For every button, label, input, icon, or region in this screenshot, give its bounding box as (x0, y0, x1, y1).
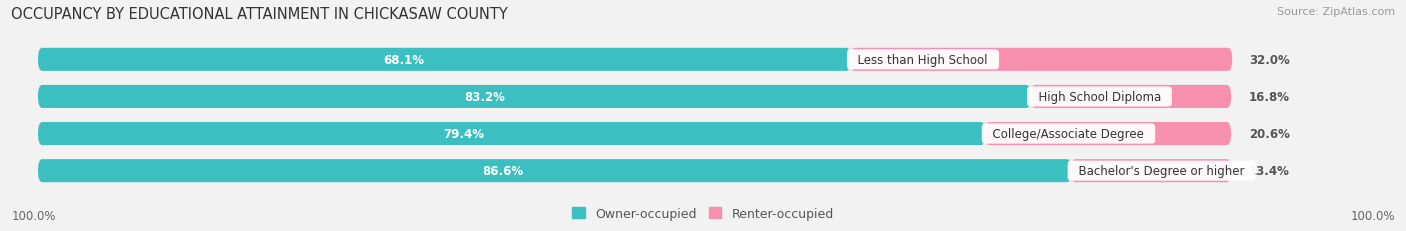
FancyBboxPatch shape (38, 122, 986, 146)
FancyBboxPatch shape (1071, 159, 1232, 182)
FancyBboxPatch shape (38, 49, 851, 72)
Text: 79.4%: 79.4% (444, 128, 485, 140)
Text: 16.8%: 16.8% (1249, 91, 1289, 103)
Text: 86.6%: 86.6% (482, 164, 523, 177)
FancyBboxPatch shape (851, 49, 1232, 72)
FancyBboxPatch shape (38, 85, 1232, 109)
Text: 20.6%: 20.6% (1249, 128, 1289, 140)
Text: OCCUPANCY BY EDUCATIONAL ATTAINMENT IN CHICKASAW COUNTY: OCCUPANCY BY EDUCATIONAL ATTAINMENT IN C… (11, 7, 508, 22)
Text: College/Associate Degree: College/Associate Degree (986, 128, 1152, 140)
Text: High School Diploma: High School Diploma (1031, 91, 1168, 103)
Text: 32.0%: 32.0% (1249, 54, 1289, 67)
FancyBboxPatch shape (986, 122, 1232, 146)
Text: 68.1%: 68.1% (382, 54, 425, 67)
Text: 13.4%: 13.4% (1249, 164, 1289, 177)
Text: 83.2%: 83.2% (464, 91, 505, 103)
FancyBboxPatch shape (38, 85, 1031, 109)
Text: 100.0%: 100.0% (1350, 209, 1395, 222)
FancyBboxPatch shape (38, 122, 1232, 146)
Legend: Owner-occupied, Renter-occupied: Owner-occupied, Renter-occupied (568, 202, 838, 225)
FancyBboxPatch shape (38, 159, 1071, 182)
Text: 100.0%: 100.0% (11, 209, 56, 222)
Text: Less than High School: Less than High School (851, 54, 995, 67)
Text: Source: ZipAtlas.com: Source: ZipAtlas.com (1277, 7, 1395, 17)
FancyBboxPatch shape (38, 159, 1232, 182)
FancyBboxPatch shape (38, 49, 1232, 72)
Text: Bachelor's Degree or higher: Bachelor's Degree or higher (1071, 164, 1253, 177)
FancyBboxPatch shape (1031, 85, 1232, 109)
